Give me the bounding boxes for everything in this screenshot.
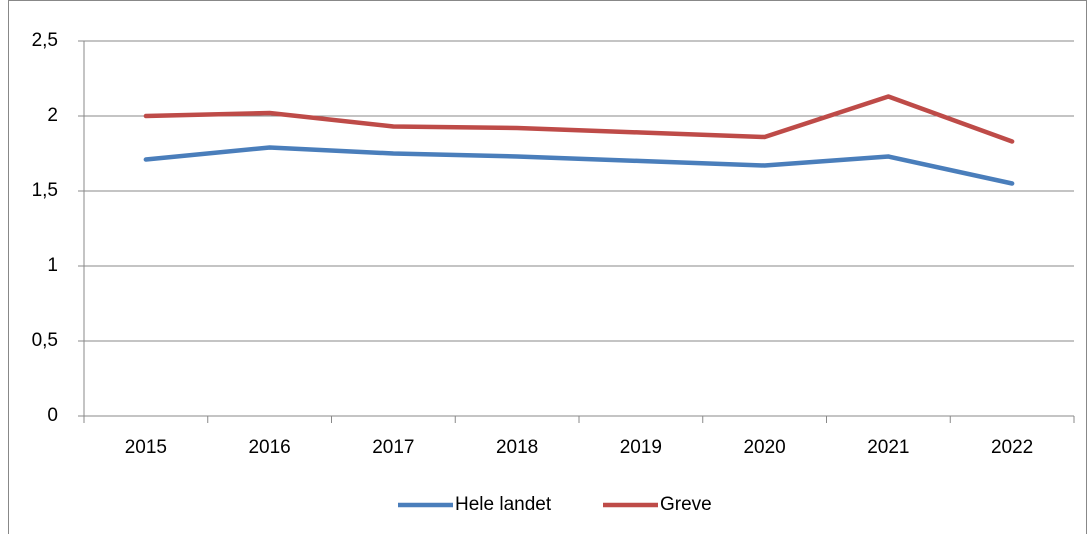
y-tick-label: 0 [47,405,58,426]
x-tick-label: 2017 [372,437,414,458]
x-tick-label: 2021 [867,437,909,458]
series-line [143,145,1015,186]
x-tick-label: 2019 [620,437,662,458]
x-tick-label: 2018 [496,437,538,458]
y-tick-label: 0,5 [32,330,58,351]
x-tick-label: 2016 [248,437,290,458]
y-tick-label: 1 [47,255,58,276]
chart-frame [8,0,1087,534]
x-tick-label: 2015 [125,437,167,458]
legend-label: Hele landet [455,494,552,515]
legend-label: Greve [660,494,712,515]
series-line [143,94,1015,144]
y-tick-label: 2 [47,105,58,126]
x-tick-label: 2022 [991,437,1033,458]
x-tick-label: 2020 [743,437,785,458]
y-tick-label: 1,5 [32,180,58,201]
y-tick-label: 2,5 [32,30,58,51]
